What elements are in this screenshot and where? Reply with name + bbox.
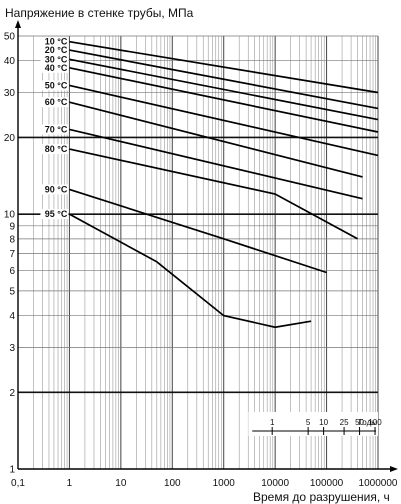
series-labels: 10 °C20 °C30 °C40 °C 50 °C 60 °C 70 °C 80 °C… [40, 36, 69, 220]
series-label-bg [40, 97, 69, 108]
years-scale-label: 50 [355, 418, 364, 427]
x-tick-label: 10 [115, 478, 127, 489]
series-label: 90 °C [45, 184, 68, 194]
series-label-bg [40, 184, 69, 195]
x-tick-label: 1 [67, 478, 73, 489]
x-axis-title: Время до разрушения, ч [253, 490, 390, 504]
series-label-bg [40, 45, 69, 56]
series-line [69, 101, 363, 178]
axis-ticks: 0,1 1 10 100 1000 10000 100000 1000000 1 2 3 4 5 6 7 8 9… [4, 32, 398, 490]
y-tick-label: 40 [4, 56, 16, 67]
x-axis-arrow [390, 466, 398, 472]
series-line [69, 49, 379, 110]
y-tick-label: 30 [4, 88, 16, 99]
y-tick-label: 1 [9, 465, 15, 476]
years-scale-label: 1 [270, 418, 275, 427]
series-label-bg [40, 36, 69, 47]
y-tick-label: 6 [9, 266, 15, 277]
years-scale-bg [248, 412, 378, 436]
series-label: 20 °C [45, 45, 68, 55]
series-line [69, 58, 379, 121]
y-axis-title: Напряжение в стенке трубы, МПа [5, 6, 194, 20]
series-line [69, 188, 327, 274]
x-tick-label: 0,1 [11, 478, 25, 489]
series-label: 60 °C [45, 97, 68, 107]
series-label-bg [40, 62, 69, 73]
series-line [69, 40, 379, 94]
series-line [68, 213, 312, 329]
y-tick-label: 50 [4, 32, 16, 43]
x-tick-label: 100000 [310, 478, 344, 489]
series-line [69, 84, 379, 157]
years-scale-label: 100 [368, 418, 382, 427]
y-tick-label: 3 [9, 343, 15, 354]
series-label: 10 °C [45, 37, 68, 47]
series-line [69, 128, 363, 200]
y-tick-label: 7 [9, 249, 15, 260]
series-label-bg [40, 124, 69, 135]
x-tick-label: 1000 [213, 478, 236, 489]
series-lines [68, 40, 379, 329]
series-line [69, 148, 358, 240]
y-axis-arrow [15, 20, 21, 28]
y-tick-label: 2 [9, 388, 15, 399]
series-line [69, 66, 379, 133]
series-label: 30 °C [45, 54, 68, 64]
series-label-bg [40, 209, 69, 220]
series-label: 95 °C [45, 209, 68, 219]
x-tick-label: 10000 [261, 478, 289, 489]
y-tick-label: 9 [9, 221, 15, 232]
y-tick-label: 5 [9, 286, 15, 297]
y-tick-label: 4 [9, 311, 15, 322]
years-scale-label: 25 [340, 418, 349, 427]
series-label: 70 °C [45, 124, 68, 134]
series-label: 80 °C [45, 144, 68, 154]
series-label: 40 °C [45, 63, 68, 73]
series-label: 50 °C [45, 80, 68, 90]
years-scale-label: 5 [306, 418, 311, 427]
grid [15, 20, 398, 472]
series-label-bg [40, 80, 69, 91]
years-scale-label: 10 [319, 418, 328, 427]
series-label-bg [40, 54, 69, 65]
series-label-bg [40, 144, 69, 155]
y-tick-label: 20 [4, 133, 16, 144]
y-tick-label: 8 [9, 234, 15, 245]
years-scale-title: Годы [359, 418, 378, 427]
x-tick-label: 100 [164, 478, 181, 489]
x-tick-label: 1000000 [359, 478, 398, 489]
y-tick-label: 10 [4, 210, 16, 221]
